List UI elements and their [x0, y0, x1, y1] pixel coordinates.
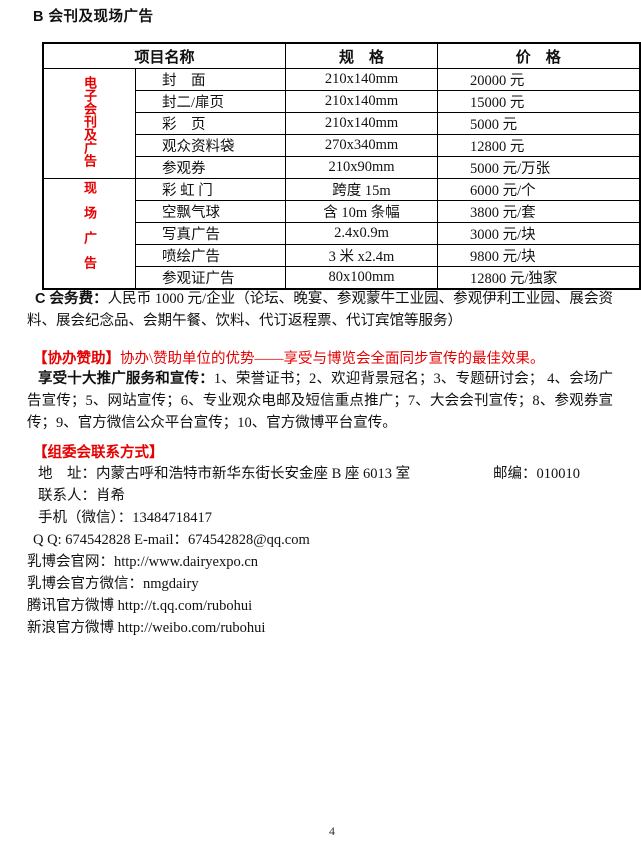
column-header-spec: 规 格 [285, 42, 438, 69]
cell-price: 12800 元/独家 [437, 266, 640, 290]
column-header-price: 价 格 [437, 42, 640, 69]
cell-item-name: 参观券 [135, 156, 286, 179]
cell-price: 6000 元/个 [437, 178, 640, 201]
conference-fee-body: 人民币 1000 元/企业（论坛、晚宴、参观蒙牛工业园、参观伊利工业园、展会资料… [27, 291, 613, 329]
table-row: 现场广告 彩 虹 门 跨度 15m 6000 元/个 [42, 178, 640, 290]
table-row: 喷绘广告 3 米 x2.4m 9800 元/块 [43, 244, 640, 267]
cell-price: 12800 元 [437, 134, 640, 157]
cell-item-name: 封二/扉页 [135, 90, 286, 113]
price-table: 项目名称 规 格 价 格 电子会刊及广告 封 面 210x140mm 20000… [42, 42, 641, 290]
cell-item-name: 观众资料袋 [135, 134, 286, 157]
conference-fee-paragraph: C 会务费：人民币 1000 元/企业（论坛、晚宴、参观蒙牛工业园、参观伊利工业… [27, 288, 613, 332]
cell-item-name: 彩 虹 门 [135, 178, 286, 201]
table-header-row: 项目名称 规 格 价 格 [42, 42, 640, 69]
table-row: 彩 页 210x140mm 5000 元 [43, 112, 640, 135]
cell-spec: 3 米 x2.4m [285, 244, 438, 267]
group-label-text: 电子会刊及广告 [82, 75, 97, 167]
cell-price: 3000 元/块 [437, 222, 640, 245]
contact-phone-line: 手机（微信）：13484718417 [38, 510, 212, 526]
promotion-paragraph: 享受十大推广服务和宣传：1、荣誉证书；2、欢迎背景冠名；3、专题研讨会； 4、会… [27, 368, 613, 434]
cell-item-name: 空飘气球 [135, 200, 286, 223]
cell-price: 3800 元/套 [437, 200, 640, 223]
cell-spec: 80x100mm [285, 266, 438, 290]
cell-item-name: 喷绘广告 [135, 244, 286, 267]
sponsor-lead: 【协办赞助】 [33, 351, 120, 367]
contact-postcode: 邮编：010010 [493, 466, 580, 482]
table-row: 电子会刊及广告 封 面 210x140mm 20000 元 [42, 68, 640, 179]
cell-spec: 270x340mm [285, 134, 438, 157]
cell-item-name: 参观证广告 [135, 266, 286, 290]
table-row: 空飘气球 含 10m 条幅 3800 元/套 [43, 200, 640, 223]
cell-price: 15000 元 [437, 90, 640, 113]
contact-heading: 【组委会联系方式】 [33, 445, 164, 461]
cell-spec: 含 10m 条幅 [285, 200, 438, 223]
sponsor-line: 【协办赞助】协办\赞助单位的优势——享受与博览会全面同步宣传的最佳效果。 [33, 347, 545, 368]
group-label-ejournal-ads: 电子会刊及广告 [42, 68, 136, 179]
contact-lines-block: 联系人：肖希 手机（微信）：13484718417 Q Q: 674542828… [27, 485, 613, 639]
promotion-body: 1、荣誉证书；2、欢迎背景冠名；3、专题研讨会； 4、会场广告宣传；5、网站宣传… [27, 371, 614, 431]
cell-spec: 210x140mm [285, 112, 438, 135]
cell-item-name: 彩 页 [135, 112, 286, 135]
contact-address: 地 址：内蒙古呼和浩特市新华东街长安金座 B 座 6013 室 [38, 466, 411, 482]
cell-item-name: 封 面 [135, 68, 286, 91]
group-label-onsite-ads: 现场广告 [42, 178, 136, 290]
cell-item-name: 写真广告 [135, 222, 286, 245]
cell-spec: 210x140mm [285, 68, 438, 91]
contact-person-line: 联系人：肖希 [38, 488, 125, 504]
cell-spec: 210x90mm [285, 156, 438, 179]
table-row: 参观券 210x90mm 5000 元/万张 [43, 156, 640, 179]
table-row: 参观证广告 80x100mm 12800 元/独家 [43, 266, 640, 290]
contact-website-line: 乳博会官网：http://www.dairyexpo.cn [27, 554, 259, 570]
cell-price: 9800 元/块 [437, 244, 640, 267]
page-number: 4 [329, 824, 335, 838]
contact-qq-email-line: Q Q: 674542828 E-mail：674542828@qq.com [33, 532, 310, 548]
table-row: 写真广告 2.4x0.9m 3000 元/块 [43, 222, 640, 245]
cell-spec: 2.4x0.9m [285, 222, 438, 245]
conference-fee-lead: C 会务费： [35, 291, 108, 307]
contact-tencent-weibo-line: 腾讯官方微博 http://t.qq.com/rubohui [27, 598, 253, 614]
cell-price: 5000 元/万张 [437, 156, 640, 179]
column-header-item-name: 项目名称 [42, 42, 286, 69]
cell-spec: 跨度 15m [285, 178, 438, 201]
promotion-lead: 享受十大推广服务和宣传： [38, 371, 214, 387]
cell-price: 5000 元 [437, 112, 640, 135]
cell-spec: 210x140mm [285, 90, 438, 113]
contact-wechat-line: 乳博会官方微信：nmgdairy [27, 576, 199, 592]
page-title: B 会刊及现场广告 [33, 9, 154, 25]
cell-price: 20000 元 [437, 68, 640, 91]
contact-sina-weibo-line: 新浪官方微博 http://weibo.com/rubohui [27, 620, 266, 636]
sponsor-body: 协办\赞助单位的优势——享受与博览会全面同步宣传的最佳效果。 [120, 351, 545, 367]
contact-address-line: 地 址：内蒙古呼和浩特市新华东街长安金座 B 座 6013 室 邮编：01001… [38, 463, 613, 485]
group-label-text: 现场广告 [82, 181, 97, 281]
